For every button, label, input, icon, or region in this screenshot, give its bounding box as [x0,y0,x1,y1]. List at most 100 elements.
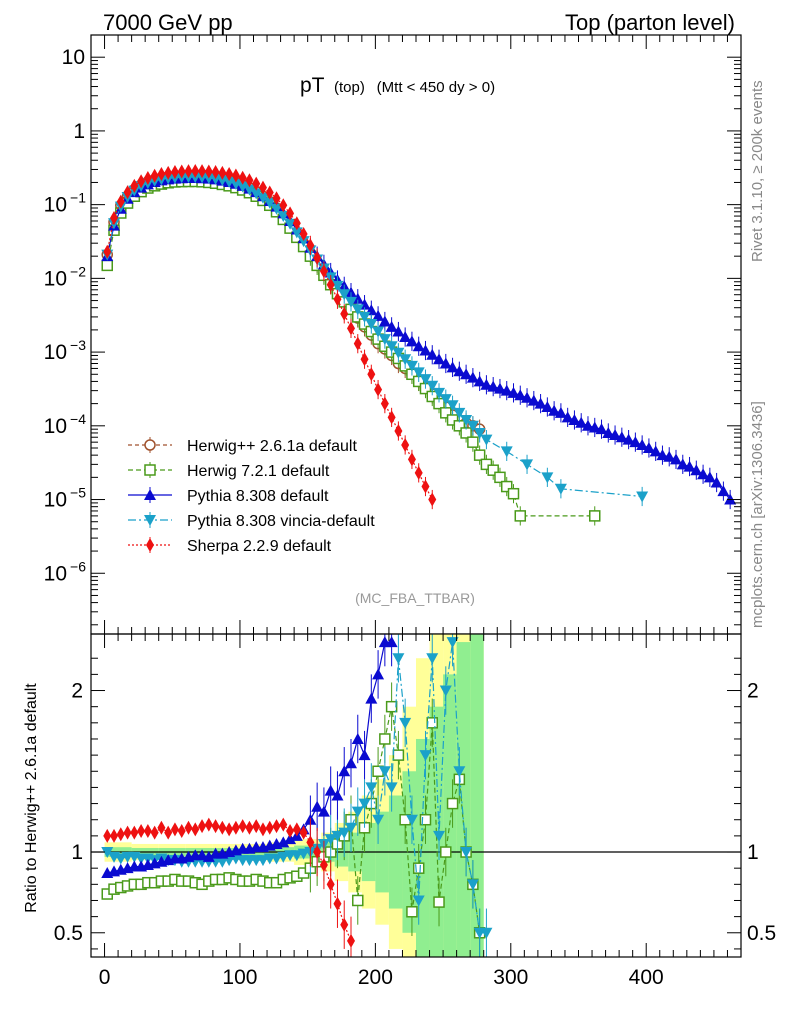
main-pythia-point [378,315,391,327]
ratio-xtick-label: 400 [629,966,664,989]
main-pythia-point [426,380,439,392]
main-herwig-point [589,510,601,522]
main-ytick-label: 10 [44,267,67,290]
main-herwig-point [500,480,513,493]
ratio-sherpa-point [191,822,200,837]
main-pythia-point [575,416,588,428]
main-sherpa-point [245,173,254,188]
side-label-rivet: Rivet 3.1.10, ≥ 200k events [749,80,766,262]
main-pythia-point [256,192,269,204]
main-pythia-point [527,394,540,406]
main-pythia-point [683,460,696,472]
band-green [443,674,457,957]
ratio-pythia-point [351,732,364,744]
main-herwig-point [473,449,486,461]
ratio-pythia-point [358,798,371,810]
main-sherpa-point [143,170,152,185]
ratio-ytick-label: 1 [71,841,83,864]
main-sherpa-point [326,277,335,292]
ratio-ylabel: Ratio to Herwig++ 2.6.1a default [23,683,40,913]
side-label-mcplots: mcplots.cern.ch [arXiv:1306.3436] [749,401,766,628]
main-pythia-point [717,485,730,497]
main-sherpa-point [374,382,383,397]
ratio-pythia-point [101,847,114,859]
ratio-herwig-point [440,846,452,858]
main-sherpa-point [238,170,247,185]
main-pythia-point [433,353,446,365]
main-sherpa-point [157,167,166,182]
main-sherpa-point [387,410,396,425]
main-pythia-point [284,218,297,230]
ratio-sherpa-point [157,820,166,835]
main-pythia-point [581,419,594,431]
main-pythia-point [595,423,608,435]
band-green [416,738,430,957]
ratio-sherpa-point [272,819,281,834]
ratio-pythia-point [378,766,391,778]
ratio-herwig-point [379,733,391,745]
ratio-sherpa-point [184,820,193,835]
main-pythia-point [656,449,669,461]
ratio-pythia-point [365,782,378,794]
ratio-sherpa-point [164,825,173,840]
ratio-pythia-point [311,800,324,812]
main-sherpa-point [265,185,274,200]
title-sub2: (Mtt < 450 dy > 0) [377,79,495,96]
main-ytick-label-exponent: −5 [70,485,86,501]
main-sherpa-point [313,250,322,265]
main-sherpa-point [225,167,234,182]
legend-marker [146,538,154,552]
main-ytick-label-exponent: −4 [70,411,86,427]
main-pythia-point [466,420,479,432]
main-pythia-point [250,188,263,200]
main-pythia-point [372,326,385,338]
main-pythia-point [419,344,432,356]
ratio-sherpa-point [143,824,152,839]
ratio-pythia-point [372,814,385,826]
legend-label: Herwig 7.2.1 default [187,463,330,480]
main-sherpa-point [299,226,308,241]
main-sherpa-point [258,180,267,195]
ratio-sherpa-point [150,825,159,840]
ratio-sherpa-point [177,824,186,839]
legend-label: Pythia 8.308 vincia-default [187,513,375,530]
main-ytick-label-exponent: −2 [70,263,86,279]
ratio-xtick-label: 300 [493,966,528,989]
ratio-sherpa-point [258,822,267,837]
main-herwig-point [494,471,506,484]
ratio-xtick-label: 100 [222,966,257,989]
main-pythia-point [412,367,425,379]
main-pythia-point [629,436,642,448]
main-pythia-point [439,394,452,406]
main-sherpa-point [428,492,437,507]
main-sherpa-point [272,191,281,206]
ratio-pythia-point [392,653,405,665]
main-pythia-point [521,459,534,471]
main-pythia-point [270,203,283,215]
main-sherpa-point [231,168,240,183]
main-pythia-point [493,382,506,394]
main-pythia-point [466,371,479,383]
main-pythia-point [460,414,473,426]
main-pythia-point [541,400,554,412]
ratio-sherpa-point [231,820,240,835]
ratio-ytick-label-right: 1 [747,841,759,864]
ratio-pythia-point [114,853,127,865]
main-sherpa-point [116,194,125,209]
main-sherpa-point [360,352,369,367]
ratio-sherpa-point [130,825,139,840]
ratio-herwig-point [392,749,405,761]
main-herwig-line [106,180,595,517]
main-ytick-label: 10 [44,341,67,364]
main-sherpa-point [198,164,207,179]
main-pythia-point [236,181,249,193]
ratio-sherpa-point [252,819,261,834]
main-sherpa-point [218,165,227,180]
ratio-herwig-point [385,700,398,713]
main-sherpa-point [286,206,295,221]
main-pythia-point [703,471,716,483]
ratio-sherpa-point [286,824,295,839]
ratio-sherpa-point [211,819,220,834]
ratio-xtick-label: 200 [358,966,393,989]
ratio-pythia-point [345,757,357,769]
